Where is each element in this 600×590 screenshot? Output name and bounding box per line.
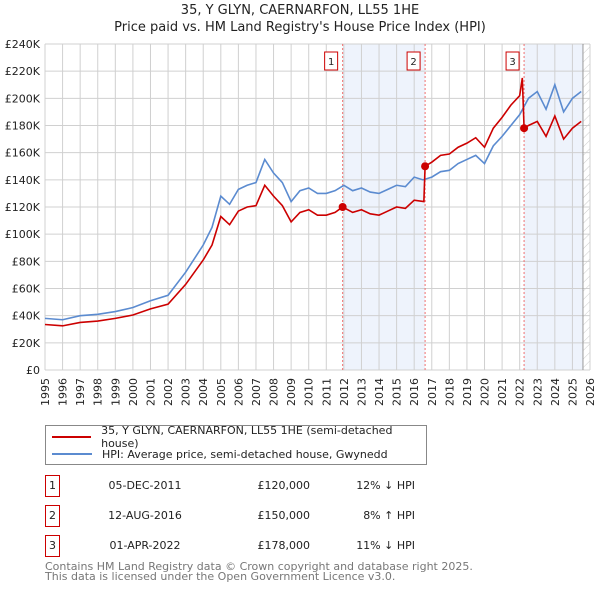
footer-line-1: Contains HM Land Registry data © Crown c… xyxy=(45,560,473,573)
x-tick-label: 2004 xyxy=(197,378,210,406)
legend-item-property: 35, Y GLYN, CAERNARFON, LL55 1HE (semi-d… xyxy=(52,424,426,450)
x-tick-label: 2008 xyxy=(268,378,281,406)
y-tick-label: £240K xyxy=(5,38,41,51)
transaction-hpi-diff: 12% ↓ HPI xyxy=(356,479,415,492)
x-tick-label: 2024 xyxy=(549,378,562,406)
sale-label-box xyxy=(324,51,339,71)
x-tick-label: 2010 xyxy=(303,378,316,406)
chart-subtitle: Price paid vs. HM Land Registry's House … xyxy=(114,20,486,35)
y-tick-label: £140K xyxy=(5,174,41,187)
y-tick-label: £80K xyxy=(12,255,41,268)
price-chart: 1995 1996 1997 1998 1999 2000 2001 2002 2003 2004… xyxy=(5,38,597,406)
x-tick-label: 2020 xyxy=(479,378,492,406)
x-tick-label: 2007 xyxy=(250,378,263,406)
legend-item-hpi: HPI: Average price, semi-detached house,… xyxy=(52,446,388,462)
y-tick-label: £200K xyxy=(5,92,41,105)
x-tick-label: 2018 xyxy=(443,378,456,406)
transaction-number: 3 xyxy=(45,535,60,557)
x-tick-label: 1998 xyxy=(92,378,105,406)
y-tick-label: £20K xyxy=(12,337,41,350)
x-tick-label: 2019 xyxy=(461,378,474,406)
sale-label: 1 xyxy=(328,57,334,68)
x-tick-label: 2021 xyxy=(496,378,509,406)
transaction-date: 05-DEC-2011 xyxy=(108,479,182,492)
sale-label-box xyxy=(406,51,421,71)
x-tick-label: 2012 xyxy=(338,378,351,406)
chart-title: 35, Y GLYN, CAERNARFON, LL55 1HE xyxy=(180,3,420,18)
x-tick-label: 2005 xyxy=(215,378,228,406)
sale-point xyxy=(421,162,430,171)
legend-label: HPI: Average price, semi-detached house,… xyxy=(102,447,388,461)
transaction-hpi-diff: 11% ↓ HPI xyxy=(356,539,415,552)
transaction-date: 01-APR-2022 xyxy=(109,539,181,552)
x-tick-label: 2006 xyxy=(232,378,245,406)
sale-label: 3 xyxy=(509,57,515,68)
x-tick-label: 2002 xyxy=(162,378,175,406)
legend-label: 35, Y GLYN, CAERNARFON, LL55 1HE (semi-d… xyxy=(101,424,393,450)
x-tick-label: 2013 xyxy=(355,378,368,406)
x-tick-label: 2003 xyxy=(180,378,193,406)
sale-point xyxy=(520,124,529,133)
y-tick-label: £60K xyxy=(12,283,41,296)
y-tick-label: £100K xyxy=(5,228,41,241)
legend-swatch-red xyxy=(52,436,92,438)
x-tick-label: 2025 xyxy=(566,378,579,406)
x-tick-label: 1997 xyxy=(74,378,87,406)
x-tick-label: 2026 xyxy=(584,378,597,406)
transaction-number: 2 xyxy=(45,505,60,527)
legend: 35, Y GLYN, CAERNARFON, LL55 1HE (semi-d… xyxy=(45,424,427,465)
x-tick-label: 1995 xyxy=(39,378,52,406)
transaction-hpi-diff: 8% ↑ HPI xyxy=(363,509,415,522)
y-tick-label: £160K xyxy=(5,147,41,160)
x-tick-label: 2009 xyxy=(285,378,298,406)
sale-point xyxy=(338,203,347,211)
legend-swatch-blue xyxy=(52,453,92,455)
sale-label: 2 xyxy=(410,57,416,68)
transaction-price: £178,000 xyxy=(257,539,311,552)
x-tick-label: 2000 xyxy=(127,378,140,406)
transaction-date: 12-AUG-2016 xyxy=(108,509,182,522)
x-tick-label: 2016 xyxy=(408,378,421,406)
y-tick-label: £40K xyxy=(12,310,41,323)
x-tick-label: 2001 xyxy=(144,378,157,406)
transaction-price: £120,000 xyxy=(257,479,311,492)
x-tick-label: 2022 xyxy=(514,378,527,406)
y-tick-label: £0 xyxy=(26,364,40,377)
x-tick-label: 1999 xyxy=(109,378,122,406)
sale-label-box xyxy=(505,51,520,71)
x-tick-label: 2011 xyxy=(320,378,333,406)
y-tick-label: £180K xyxy=(5,120,41,133)
x-tick-label: 2014 xyxy=(373,378,386,406)
y-tick-label: £120K xyxy=(5,201,41,214)
x-tick-label: 2023 xyxy=(531,378,544,406)
x-tick-label: 1996 xyxy=(57,378,70,406)
y-tick-label: £220K xyxy=(5,65,41,78)
x-tick-label: 2017 xyxy=(426,378,439,406)
hpi-line xyxy=(44,82,582,321)
transaction-price: £150,000 xyxy=(257,509,311,522)
footer-line-2: This data is licensed under the Open Gov… xyxy=(45,570,396,583)
transaction-number: 1 xyxy=(45,475,60,497)
x-tick-label: 2015 xyxy=(391,378,404,406)
property-price-line xyxy=(44,77,582,327)
